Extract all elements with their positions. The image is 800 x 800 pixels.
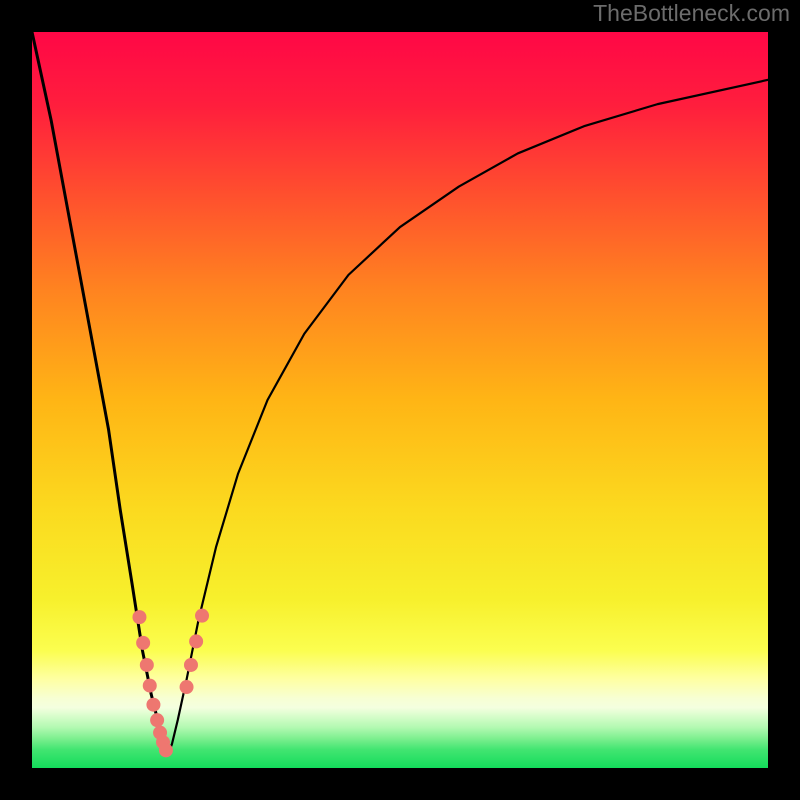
right-curve xyxy=(168,80,768,753)
data-point xyxy=(136,636,150,650)
data-point xyxy=(146,698,160,712)
data-point xyxy=(150,713,164,727)
dots-right-cluster xyxy=(180,609,209,694)
data-point xyxy=(140,658,154,672)
data-point xyxy=(195,609,209,623)
data-point xyxy=(184,658,198,672)
data-point xyxy=(189,634,203,648)
data-point xyxy=(159,743,173,757)
data-point xyxy=(132,610,146,624)
chart-root: TheBottleneck.com xyxy=(0,0,800,800)
data-point xyxy=(180,680,194,694)
plot-area xyxy=(32,32,768,768)
curves-layer xyxy=(32,32,768,768)
watermark-text: TheBottleneck.com xyxy=(593,0,790,27)
data-point xyxy=(143,679,157,693)
